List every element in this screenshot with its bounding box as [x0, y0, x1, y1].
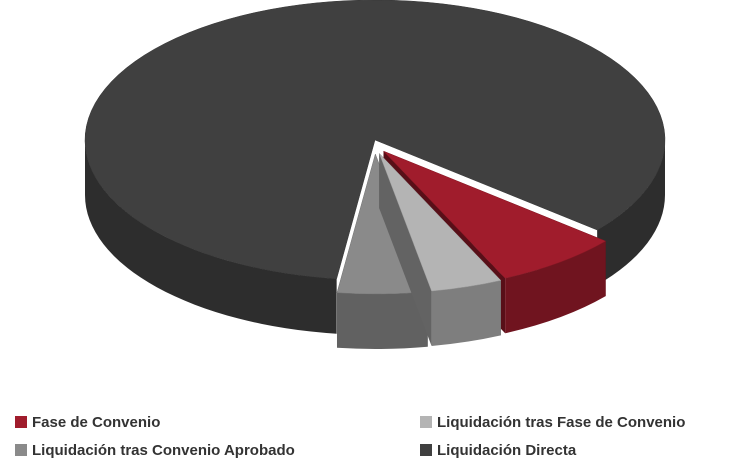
slice-wall: [431, 280, 501, 347]
slice: [383, 150, 607, 279]
legend-label: Liquidación tras Fase de Convenio: [437, 414, 685, 431]
slice-side: [379, 153, 432, 347]
slice: [378, 153, 502, 292]
legend-swatch: [420, 416, 432, 428]
slice-wall: [505, 241, 606, 334]
slice-wall: [336, 291, 428, 349]
slice-wall: [597, 140, 665, 285]
legend-label: Liquidación Directa: [437, 442, 577, 459]
legend-swatch: [15, 444, 27, 456]
legend-label: Fase de Convenio: [32, 414, 160, 431]
legend-swatch: [15, 416, 27, 428]
legend-label: Liquidación tras Convenio Aprobado: [32, 442, 295, 459]
slice: [84, 0, 666, 280]
legend-swatch: [420, 444, 432, 456]
slice-wall: [85, 140, 337, 334]
